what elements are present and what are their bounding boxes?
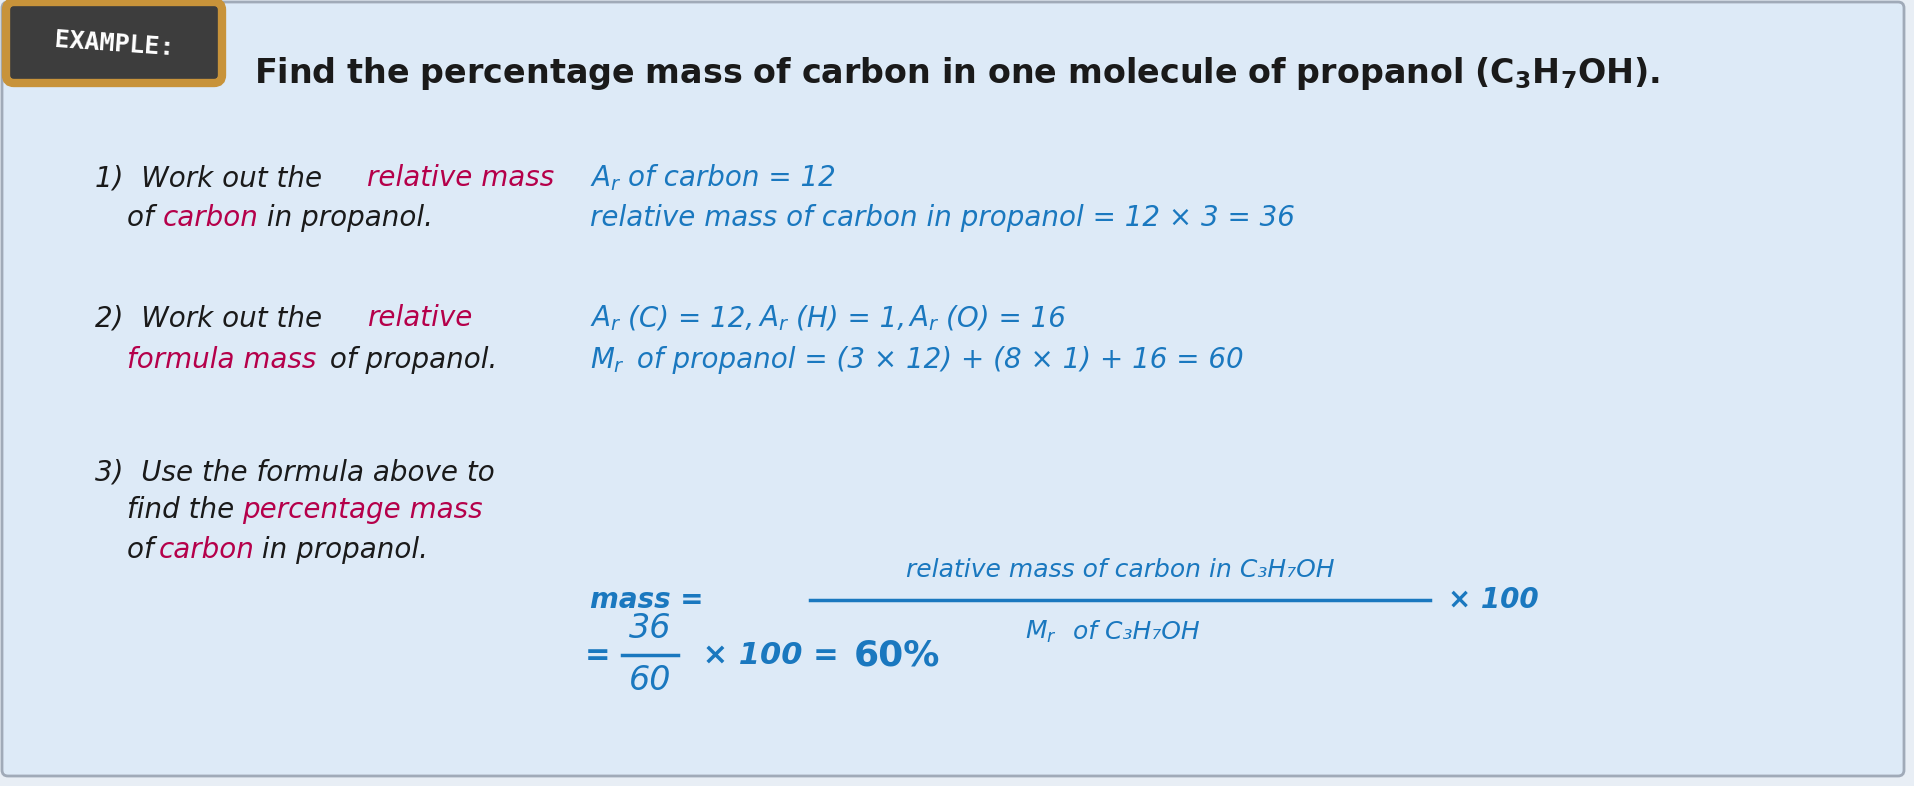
Text: (C) = 12,: (C) = 12, — [628, 304, 771, 332]
Text: in propanol.: in propanol. — [253, 536, 429, 564]
Text: EXAMPLE:: EXAMPLE: — [54, 28, 174, 61]
Text: of propanol = (3 × 12) + (8 × 1) + 16 = 60: of propanol = (3 × 12) + (8 × 1) + 16 = … — [628, 346, 1244, 374]
FancyBboxPatch shape — [6, 2, 222, 83]
Text: formula mass: formula mass — [126, 346, 316, 374]
Text: $\it{M}_r$: $\it{M}_r$ — [590, 345, 626, 375]
FancyBboxPatch shape — [2, 2, 1904, 776]
Text: $\it{A}_r$: $\it{A}_r$ — [758, 303, 789, 333]
Text: $\it{A}_r$: $\it{A}_r$ — [907, 303, 940, 333]
Text: $\it{A}_r$: $\it{A}_r$ — [590, 303, 622, 333]
Text: find the: find the — [126, 496, 243, 524]
Text: 1)  Work out the: 1) Work out the — [96, 164, 331, 192]
Text: 3)  Use the formula above to: 3) Use the formula above to — [96, 458, 494, 486]
Text: relative mass of carbon in C₃H₇OH: relative mass of carbon in C₃H₇OH — [905, 558, 1334, 582]
Text: (O) = 16: (O) = 16 — [946, 304, 1066, 332]
Text: $\bf{Find\ the\ percentage\ mass\ of\ carbon\ in\ one\ molecule\ of\ propanol\ (: $\bf{Find\ the\ percentage\ mass\ of\ ca… — [255, 54, 1659, 91]
Text: 60: 60 — [630, 664, 672, 697]
Text: relative mass of carbon in propanol = 12 × 3 = 36: relative mass of carbon in propanol = 12… — [590, 204, 1296, 232]
Text: mass =: mass = — [590, 586, 714, 614]
Text: × 100 =: × 100 = — [693, 641, 850, 670]
Text: carbon: carbon — [163, 204, 258, 232]
Text: (H) = 1,: (H) = 1, — [796, 304, 924, 332]
Text: relative: relative — [367, 304, 473, 332]
Text: relative mass: relative mass — [367, 164, 555, 192]
Text: of carbon = 12: of carbon = 12 — [628, 164, 836, 192]
Text: of propanol.: of propanol. — [322, 346, 498, 374]
Text: carbon: carbon — [159, 536, 255, 564]
Text: of: of — [126, 204, 163, 232]
Text: 60%: 60% — [854, 638, 940, 672]
Text: $\it{A}_r$: $\it{A}_r$ — [590, 163, 622, 193]
Text: in propanol.: in propanol. — [258, 204, 433, 232]
Text: × 100: × 100 — [1449, 586, 1539, 614]
Text: 36: 36 — [630, 612, 672, 645]
Text: $\it{M}_r$: $\it{M}_r$ — [1026, 619, 1057, 645]
Text: of: of — [126, 536, 163, 564]
Text: percentage mass: percentage mass — [241, 496, 482, 524]
Text: of C₃H₇OH: of C₃H₇OH — [1064, 620, 1200, 644]
Text: 2)  Work out the: 2) Work out the — [96, 304, 331, 332]
Text: =: = — [586, 641, 611, 670]
